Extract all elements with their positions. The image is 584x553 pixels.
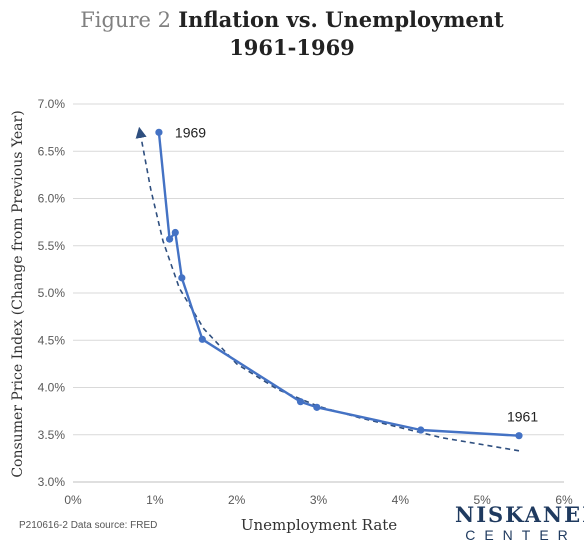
x-tick-label: 4% [392, 493, 410, 507]
data-point [417, 426, 425, 434]
figure-label: Figure 2 [80, 8, 171, 32]
data-point [171, 228, 179, 237]
data-point [198, 335, 206, 343]
y-tick-label: 5.5% [38, 239, 66, 253]
logo-top-text: NISKANEN [455, 502, 584, 527]
chart-title: Figure 2 Inflation vs. Unemployment 1961… [0, 6, 584, 62]
y-tick-label: 4.5% [38, 333, 66, 347]
data-point [313, 403, 321, 411]
data-point [178, 274, 186, 282]
data-point [515, 432, 523, 440]
title-main: Inflation vs. Unemployment [178, 7, 504, 32]
x-tick-label: 1% [146, 493, 164, 507]
y-tick-label: 6.5% [38, 144, 66, 158]
y-tick-label: 7.0% [38, 97, 66, 111]
niskanen-logo: NISKANEN CENTER [455, 502, 584, 544]
x-tick-labels: 0% 1% 2% 3% 4% 5% 6% [64, 493, 573, 507]
source-note: P210616-2 Data source: FRED [19, 520, 158, 531]
x-tick-label: 0% [64, 493, 82, 507]
x-axis-label: Unemployment Rate [241, 516, 397, 534]
grid-lines [73, 103, 564, 436]
y-axis-label: Consumer Price Index (Change from Previo… [10, 110, 26, 477]
x-tick-label: 2% [228, 493, 246, 507]
y-tick-label: 3.0% [38, 475, 66, 489]
annotation-label: 1961 [507, 409, 538, 425]
data-point [296, 398, 305, 406]
annotations: 1969 1961 [175, 124, 538, 424]
y-tick-label: 6.0% [38, 192, 66, 206]
title-line-2: 1961-1969 [229, 35, 355, 60]
series-line [157, 132, 520, 437]
logo-bottom-text: CENTER [465, 527, 577, 543]
trend-dashed-line [135, 126, 520, 452]
data-point [155, 128, 163, 136]
x-tick-label: 5% [473, 493, 491, 507]
y-tick-label: 5.0% [38, 286, 66, 300]
title-line-1: Figure 2 Inflation vs. Unemployment [0, 6, 584, 34]
y-tick-label: 3.5% [38, 428, 66, 442]
series-layer [135, 126, 523, 452]
y-tick-label: 4.0% [38, 381, 66, 395]
data-point [165, 235, 174, 243]
annotation-label: 1969 [175, 124, 206, 140]
x-tick-label: 3% [310, 493, 328, 507]
y-tick-labels: 3.0% 3.5% 4.0% 4.5% 5.0% 5.5% 6.0% 6.5% 7.0% [38, 97, 66, 489]
x-tick-label: 6% [555, 493, 573, 507]
